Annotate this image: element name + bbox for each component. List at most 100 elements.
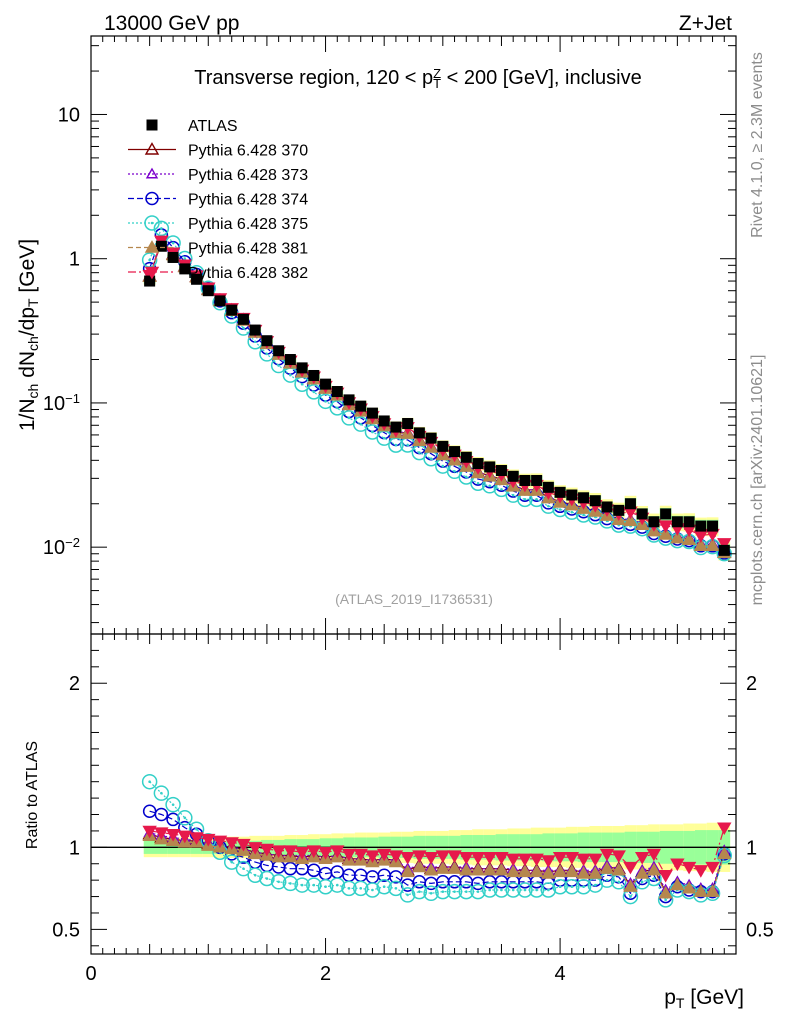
analysis-id: (ATLAS_2019_I1736531): [335, 591, 493, 607]
ratio-point-series-5: [705, 884, 720, 897]
ratio-point-series-4: [235, 860, 252, 877]
legend-marker-4: [144, 215, 160, 231]
ratio-point-series-4-dot: [371, 888, 374, 892]
ratio-point-series-4: [223, 854, 240, 870]
ratio-point-series-4: [247, 867, 263, 883]
data-point-atlas: [437, 440, 449, 452]
ratio-point-series-4: [306, 877, 322, 893]
ratio-point-series-4-dot: [617, 880, 621, 884]
ratio-point-series-4-dot: [335, 883, 339, 887]
data-point-atlas: [449, 446, 461, 458]
main-y-axis-label: 1/Nch dNch/dpT [GeV]: [16, 239, 41, 431]
ratio-point-series-4-dot: [382, 885, 386, 889]
ratio-point-series-4-dot: [418, 890, 421, 893]
ratio-point-series-4: [165, 796, 181, 813]
data-point-atlas: [507, 470, 519, 482]
ratio-point-series-5: [412, 859, 427, 873]
ratio-y-tick-label-right: 2: [746, 673, 757, 695]
data-point-atlas: [531, 474, 543, 486]
ratio-point-series-4-dot: [394, 887, 398, 890]
main-point-series-4-dot: [406, 443, 409, 447]
main-point-series-4-dot: [382, 436, 386, 440]
data-point-atlas: [613, 504, 625, 516]
main-y-tick-label: 10−1: [43, 391, 80, 415]
ratio-point-series-4: [493, 882, 510, 898]
ratio-point-series-4-dot: [289, 882, 292, 885]
ratio-point-series-6: [271, 845, 286, 859]
ratio-point-series-6: [224, 837, 239, 850]
ratio-point-series-4-dot: [160, 791, 163, 795]
ratio-point-series-5: [717, 846, 732, 860]
ratio-point-series-6: [470, 851, 486, 865]
main-point-series-4-dot: [324, 400, 327, 403]
ratio-point-series-4-dot: [488, 888, 492, 892]
ratio-point-series-4: [259, 870, 275, 887]
main-point-series-4: [341, 410, 357, 426]
data-point-atlas: [390, 421, 402, 433]
legend-marker-atlas: [146, 119, 158, 131]
data-point-atlas: [624, 498, 636, 510]
ratio-point-series-4: [388, 880, 404, 897]
ratio-point-series-4: [528, 882, 545, 898]
ratio-point-series-3: [154, 807, 169, 822]
main-y-tick-base: 10: [58, 104, 80, 126]
data-point-atlas: [660, 508, 672, 520]
ratio-point-series-4: [399, 887, 416, 903]
ratio-y-tick-label: 2: [69, 673, 80, 695]
legend-marker-2: [145, 167, 159, 179]
ratio-point-series-4: [423, 885, 439, 902]
main-point-series-4-dot: [523, 498, 527, 501]
ratio-point-series-4: [411, 883, 428, 900]
ratio-point-series-4-dot: [242, 867, 245, 870]
ratio-point-series-6: [212, 835, 228, 849]
legend-marker-5: [144, 240, 160, 253]
main-point-series-5: [623, 513, 638, 527]
data-point-atlas: [554, 486, 566, 498]
ratio-point-series-6: [588, 853, 603, 867]
main-point-series-4-dot: [429, 457, 433, 461]
data-point-atlas: [413, 427, 425, 439]
ratio-point-series-5: [423, 862, 439, 876]
source-info-text: mcplots.cern.ch [arXiv:2401.10621]: [749, 355, 766, 606]
ratio-point-series-4: [329, 877, 346, 893]
ratio-point-series-6: [330, 845, 345, 859]
data-point-atlas: [589, 495, 601, 507]
ratio-point-series-6: [365, 850, 380, 863]
data-point-atlas: [366, 407, 378, 419]
legend-label: Pythia 6.428 382: [188, 265, 308, 282]
data-point-atlas: [472, 458, 484, 470]
ratio-point-series-6: [447, 850, 462, 863]
ratio-point-series-4-dot: [253, 873, 257, 877]
ratio-point-series-5: [447, 861, 462, 874]
main-y-tick-label: 10: [58, 104, 80, 126]
ratio-point-series-5: [459, 862, 474, 876]
main-point-series-6: [717, 538, 732, 551]
main-point-series-5: [658, 527, 673, 540]
main-point-series-5: [670, 530, 685, 544]
main-y-tick-label: 1: [69, 249, 80, 271]
data-point-atlas: [191, 273, 203, 285]
main-point-series-4-dot: [418, 451, 421, 454]
ratio-point-series-6: [494, 851, 509, 865]
main-y-tick-base: 10: [43, 537, 65, 559]
ratio-point-series-6: [154, 827, 169, 840]
ratio-point-series-4-dot: [511, 888, 515, 892]
ratio-point-series-4-dot: [324, 885, 327, 889]
data-point-atlas: [484, 461, 496, 473]
legend-label: ATLAS: [188, 118, 238, 135]
chart-title-sub: T: [433, 76, 441, 91]
ratio-point-series-6: [353, 848, 368, 862]
ratio-point-series-5: [611, 862, 626, 876]
main-y-tick-label: 10−2: [43, 535, 80, 559]
process-label: Z+Jet: [679, 12, 732, 35]
legend-label: Pythia 6.428 381: [188, 241, 308, 258]
main-point-series-4: [364, 424, 381, 440]
main-point-series-6: [658, 520, 673, 534]
data-point-atlas: [636, 508, 648, 520]
legend-marker-4-dot: [150, 221, 154, 225]
ratio-point-series-6: [236, 838, 251, 852]
ratio-point-series-4-dot: [582, 885, 585, 889]
main-point-series-4-dot: [371, 430, 374, 434]
ratio-point-series-5: [670, 877, 685, 891]
data-point-atlas: [167, 251, 179, 263]
